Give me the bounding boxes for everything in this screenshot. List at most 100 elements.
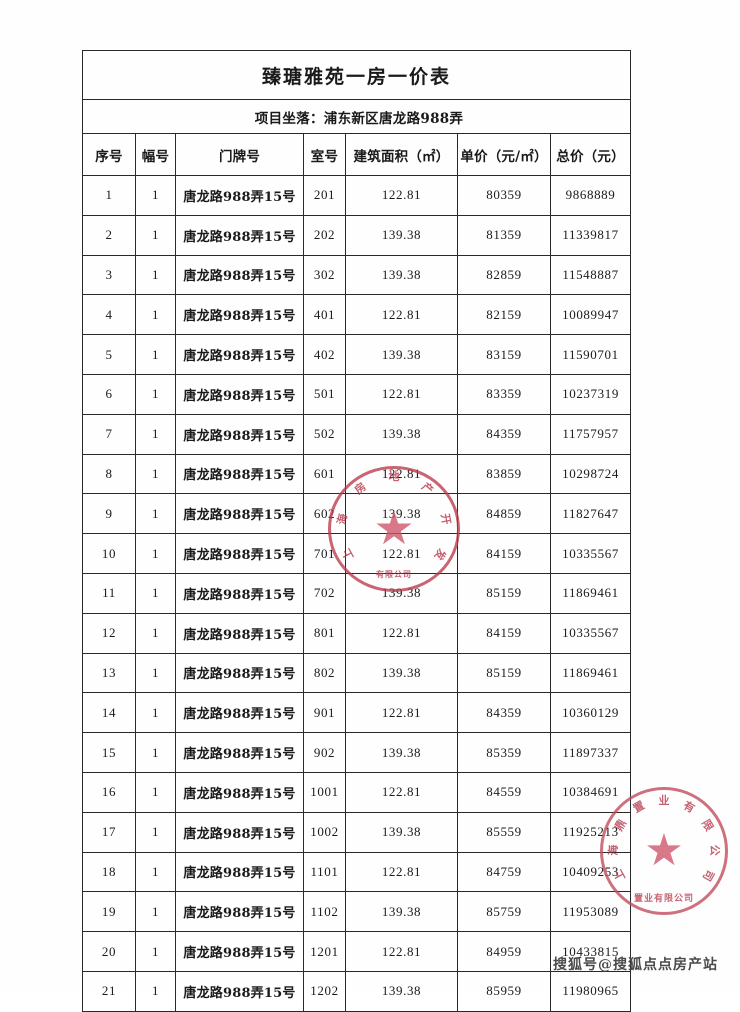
cell-area: 122.81 [345, 373, 458, 415]
cell-lot: 1 [135, 214, 176, 256]
cell-addr: 唐龙路988弄15号 [175, 851, 304, 893]
cell-addr: 唐龙路988弄15号 [175, 453, 304, 495]
table-row: 8 1 唐龙路988弄15号 601 122.81 83859 10298724 [82, 453, 632, 495]
cell-area: 122.81 [345, 533, 458, 574]
cell-addr: 唐龙路988弄15号 [175, 652, 304, 694]
cell-room: 601 [303, 453, 346, 495]
cell-area: 122.81 [345, 931, 458, 972]
cell-area: 139.38 [345, 732, 458, 773]
cell-room: 1202 [303, 970, 346, 1012]
price-table-container: 臻瑭雅苑一房一价表 项目坐落：浦东新区唐龙路988弄 序号 幅号 门牌号 室号 … [81, 50, 632, 1012]
cell-unit: 84759 [457, 851, 551, 893]
cell-seq: 13 [82, 652, 136, 694]
seal-star-icon: ★ [644, 826, 684, 875]
cell-room: 802 [303, 652, 346, 694]
cell-room: 1001 [303, 771, 346, 813]
cell-seq: 5 [82, 334, 136, 375]
cell-seq: 19 [82, 891, 136, 933]
cell-unit: 83359 [457, 373, 551, 415]
cell-total: 10433815 [549, 931, 632, 972]
cell-area: 122.81 [345, 612, 458, 654]
cell-lot: 1 [135, 294, 176, 336]
cell-total: 11548887 [549, 254, 632, 296]
table-row: 19 1 唐龙路988弄15号 1102 139.38 85759 11953089 [82, 891, 632, 933]
table-row: 15 1 唐龙路988弄15号 902 139.38 85359 11897337 [82, 732, 632, 773]
document-title-row: 臻瑭雅苑一房一价表 [81, 50, 632, 100]
cell-addr: 唐龙路988弄15号 [175, 811, 304, 853]
cell-area: 122.81 [345, 453, 458, 495]
seal-character: 限 [699, 817, 716, 834]
cell-seq: 4 [82, 294, 136, 336]
cell-seq: 2 [82, 214, 136, 256]
cell-area: 122.81 [345, 851, 458, 893]
cell-unit: 84959 [457, 931, 551, 972]
cell-area: 139.38 [345, 214, 458, 256]
cell-addr: 唐龙路988弄15号 [175, 612, 304, 654]
cell-addr: 唐龙路988弄15号 [175, 175, 304, 216]
cell-lot: 1 [135, 732, 176, 773]
cell-seq: 7 [82, 413, 136, 455]
table-row: 4 1 唐龙路988弄15号 401 122.81 82159 10089947 [82, 294, 632, 336]
table-row: 10 1 唐龙路988弄15号 701 122.81 84159 10335567 [82, 533, 632, 574]
cell-seq: 10 [82, 533, 136, 574]
column-header-addr: 门牌号 [175, 133, 304, 176]
cell-addr: 唐龙路988弄15号 [175, 692, 304, 734]
cell-total: 11925213 [549, 811, 632, 853]
cell-room: 901 [303, 692, 346, 734]
cell-lot: 1 [135, 652, 176, 694]
cell-addr: 唐龙路988弄15号 [175, 294, 304, 336]
cell-room: 702 [303, 572, 346, 614]
cell-area: 139.38 [345, 572, 458, 614]
cell-lot: 1 [135, 811, 176, 853]
cell-lot: 1 [135, 970, 176, 1012]
cell-area: 139.38 [345, 334, 458, 375]
cell-unit: 83159 [457, 334, 551, 375]
cell-lot: 1 [135, 334, 176, 375]
cell-addr: 唐龙路988弄15号 [175, 771, 304, 813]
cell-lot: 1 [135, 453, 176, 495]
cell-total: 11827647 [549, 493, 632, 535]
cell-lot: 1 [135, 771, 176, 813]
cell-total: 10237319 [549, 373, 632, 415]
cell-room: 1102 [303, 891, 346, 933]
cell-addr: 唐龙路988弄15号 [175, 373, 304, 415]
seal-character: 公 [707, 844, 722, 856]
table-row: 16 1 唐龙路988弄15号 1001 122.81 84559 10384691 [82, 771, 632, 813]
cell-seq: 9 [82, 493, 136, 535]
cell-seq: 17 [82, 811, 136, 853]
cell-addr: 唐龙路988弄15号 [175, 493, 304, 535]
table-row: 5 1 唐龙路988弄15号 402 139.38 83159 11590701 [82, 334, 632, 375]
table-row: 12 1 唐龙路988弄15号 801 122.81 84159 10335567 [82, 612, 632, 654]
table-row: 1 1 唐龙路988弄15号 201 122.81 80359 9868889 [82, 175, 632, 216]
cell-unit: 85959 [457, 970, 551, 1012]
cell-seq: 6 [82, 373, 136, 415]
cell-seq: 14 [82, 692, 136, 734]
footer-watermark: 搜狐号@搜狐点点房产站 [553, 957, 718, 973]
cell-total: 11897337 [549, 732, 632, 773]
cell-room: 501 [303, 373, 346, 415]
cell-lot: 1 [135, 931, 176, 972]
cell-total: 10089947 [549, 294, 632, 336]
cell-total: 11590701 [549, 334, 632, 375]
cell-addr: 唐龙路988弄15号 [175, 533, 304, 574]
cell-total: 10384691 [549, 771, 632, 813]
cell-area: 122.81 [345, 294, 458, 336]
table-row: 2 1 唐龙路988弄15号 202 139.38 81359 11339817 [82, 214, 632, 256]
cell-addr: 唐龙路988弄15号 [175, 572, 304, 614]
cell-room: 1101 [303, 851, 346, 893]
table-row: 11 1 唐龙路988弄15号 702 139.38 85159 11869461 [82, 572, 632, 614]
table-row: 13 1 唐龙路988弄15号 802 139.38 85159 11869461 [82, 652, 632, 694]
cell-addr: 唐龙路988弄15号 [175, 334, 304, 375]
cell-total: 11980965 [549, 970, 632, 1012]
cell-lot: 1 [135, 851, 176, 893]
cell-addr: 唐龙路988弄15号 [175, 891, 304, 933]
cell-area: 122.81 [345, 771, 458, 813]
cell-unit: 85559 [457, 811, 551, 853]
cell-seq: 11 [82, 572, 136, 614]
cell-addr: 唐龙路988弄15号 [175, 254, 304, 296]
table-row: 20 1 唐龙路988弄15号 1201 122.81 84959 10433815 [82, 931, 632, 972]
table-header-row: 序号 幅号 门牌号 室号 建筑面积（㎡） 单价（元/㎡） 总价（元） [82, 133, 632, 176]
cell-unit: 84159 [457, 612, 551, 654]
cell-total: 11757957 [549, 413, 632, 455]
cell-total: 11339817 [549, 214, 632, 256]
